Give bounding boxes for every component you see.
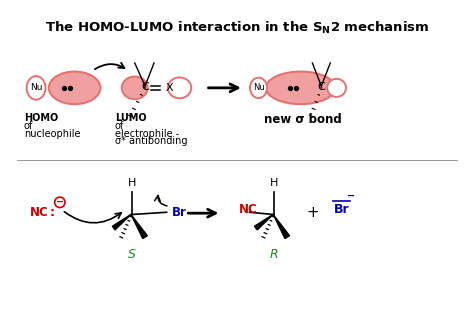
Polygon shape — [273, 215, 290, 239]
Ellipse shape — [49, 72, 100, 104]
Text: X: X — [166, 83, 173, 93]
Text: :: : — [49, 206, 55, 219]
Ellipse shape — [168, 77, 191, 98]
Text: $S$: $S$ — [127, 248, 137, 261]
Text: of: of — [115, 121, 124, 131]
Text: H: H — [128, 178, 136, 188]
Text: NC: NC — [239, 203, 258, 216]
Text: C: C — [318, 82, 325, 92]
Text: Br: Br — [333, 203, 349, 216]
Ellipse shape — [327, 79, 346, 97]
Text: $R$: $R$ — [269, 248, 279, 261]
Circle shape — [55, 197, 65, 207]
Text: HOMO: HOMO — [24, 113, 58, 123]
Ellipse shape — [122, 77, 148, 99]
Ellipse shape — [250, 78, 267, 98]
Polygon shape — [112, 214, 131, 230]
Text: The HOMO-LUMO interaction in the S$_\mathbf{N}$2 mechanism: The HOMO-LUMO interaction in the S$_\mat… — [45, 20, 429, 36]
Text: new σ bond: new σ bond — [264, 113, 342, 126]
Polygon shape — [131, 215, 147, 239]
Polygon shape — [255, 214, 273, 230]
Ellipse shape — [27, 76, 46, 100]
Text: NC: NC — [30, 206, 49, 219]
Text: σ* antibonding: σ* antibonding — [115, 136, 188, 146]
Text: C: C — [141, 82, 149, 92]
Text: Nu: Nu — [30, 83, 42, 92]
Text: H: H — [270, 178, 278, 188]
Text: Br: Br — [172, 206, 187, 219]
Text: −: − — [56, 197, 64, 207]
Text: −: − — [347, 190, 355, 201]
Ellipse shape — [266, 72, 336, 104]
Text: Nu: Nu — [253, 83, 264, 92]
Text: electrophile -: electrophile - — [115, 129, 179, 138]
Text: LUMO: LUMO — [115, 113, 146, 123]
Text: +: + — [306, 205, 319, 220]
Text: of: of — [24, 121, 33, 131]
Text: nucleophile: nucleophile — [24, 129, 81, 138]
